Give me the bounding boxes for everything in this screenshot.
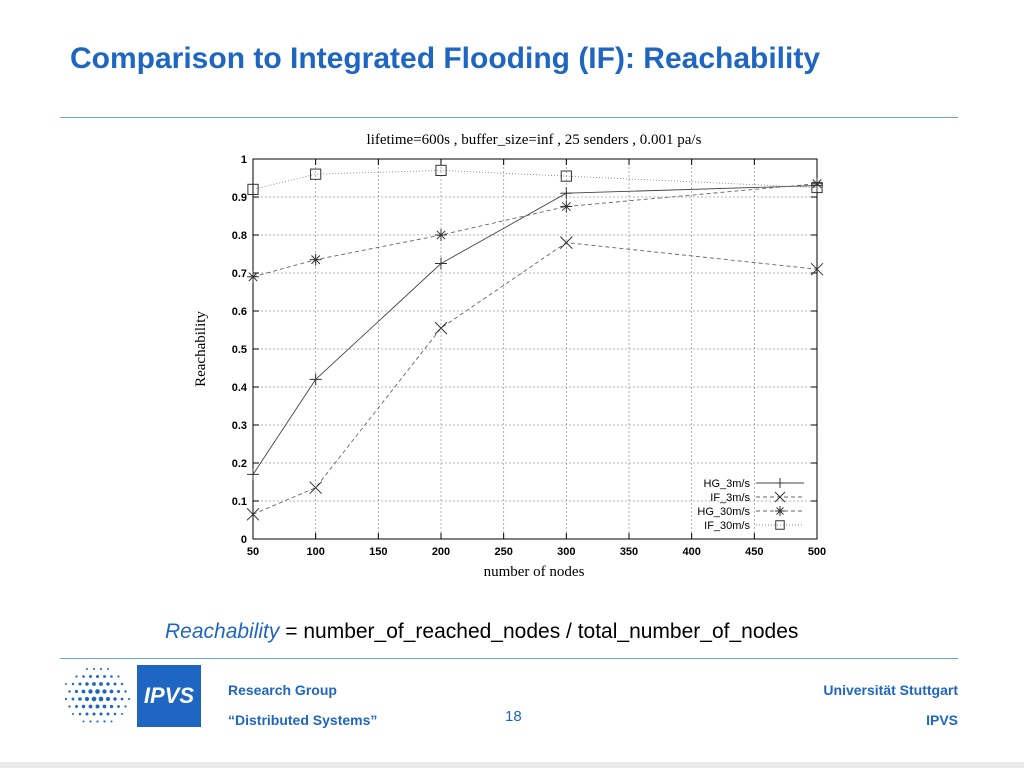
university-logo-icon	[64, 667, 131, 723]
legend-marker	[774, 491, 786, 503]
footer-institute: IPVS	[926, 712, 958, 728]
reachability-formula: Reachability = number_of_reached_nodes /…	[165, 620, 798, 644]
y-tick-label: 0.5	[232, 344, 247, 356]
data-point-1	[559, 236, 573, 249]
y-tick-label: 0.6	[232, 306, 247, 318]
title-divider	[60, 117, 958, 118]
series-line-1	[252, 242, 818, 515]
x-tick-label: 250	[494, 546, 512, 558]
axis-ticks: 50 100 150 200 250 300 350 400 450 500 0 0.1 0.2 0.3 0…	[232, 154, 826, 558]
y-tick-label: 0.4	[232, 382, 248, 394]
footer-university: Universität Stuttgart	[823, 682, 958, 698]
y-tick-label: 0.8	[232, 230, 247, 242]
footer-group-name: “Distributed Systems”	[228, 712, 378, 728]
data-point-2	[435, 229, 447, 241]
data-point-3	[247, 183, 259, 196]
data-point-1	[810, 262, 824, 276]
formula-term: Reachability	[165, 620, 280, 643]
data-point-2	[309, 253, 322, 266]
data-point-1	[434, 321, 448, 335]
data-point-3	[435, 164, 447, 177]
chart-grid	[253, 159, 817, 539]
data-point-3	[310, 168, 322, 180]
y-tick-label: 0.7	[232, 268, 247, 280]
series-layer	[246, 164, 824, 521]
formula-definition: = number_of_reached_nodes / total_number…	[279, 620, 799, 643]
legend-label: IF_3m/s	[710, 492, 750, 504]
footer-research-group: Research Group	[228, 682, 337, 698]
data-point-2	[247, 270, 259, 283]
x-tick-label: 350	[620, 546, 638, 558]
x-tick-label: 500	[808, 546, 826, 558]
y-tick-label: 0.1	[232, 496, 247, 508]
x-tick-label: 100	[306, 546, 324, 558]
bottom-strip	[0, 762, 1024, 768]
legend-label: HG_3m/s	[704, 478, 751, 490]
data-point-0	[435, 257, 447, 270]
x-tick-label: 450	[745, 546, 763, 558]
page-number: 18	[505, 708, 522, 725]
y-tick-label: 0	[241, 534, 247, 546]
data-point-3	[811, 181, 823, 194]
slide-title: Comparison to Integrated Flooding (IF): …	[70, 42, 821, 75]
chart-title: lifetime=600s , buffer_size=inf , 25 sen…	[367, 132, 702, 148]
series-line-3	[252, 169, 818, 190]
data-point-0	[309, 373, 322, 386]
y-tick-label: 1	[241, 154, 247, 166]
x-tick-label: 400	[682, 546, 700, 558]
x-tick-label: 200	[432, 546, 450, 558]
legend: HG_3m/s IF_3m/s HG_30m/s IF_30m/s	[697, 478, 804, 532]
legend-marker	[775, 520, 785, 530]
data-point-0	[560, 187, 573, 200]
data-point-2	[560, 200, 573, 213]
data-point-1	[246, 507, 260, 521]
data-point-2	[811, 177, 823, 190]
legend-marker	[775, 506, 785, 516]
legend-label: IF_30m/s	[704, 520, 750, 532]
legend-marker	[775, 478, 785, 488]
series-line-0	[252, 185, 818, 475]
footer-divider	[60, 658, 958, 659]
legend-label: HG_30m/s	[697, 506, 750, 518]
data-point-3	[560, 170, 572, 182]
x-tick-label: 300	[557, 546, 575, 558]
y-tick-label: 0.9	[232, 192, 247, 204]
data-point-0	[247, 468, 259, 481]
y-tick-label: 0.3	[232, 420, 247, 432]
y-axis-label: Reachability	[193, 311, 209, 387]
data-point-1	[309, 481, 323, 495]
series-line-2	[252, 183, 818, 278]
x-axis-label: number of nodes	[484, 564, 585, 580]
x-tick-label: 50	[247, 546, 259, 558]
x-tick-label: 150	[369, 546, 387, 558]
y-tick-label: 0.2	[232, 458, 247, 470]
ipvs-logo: IPVS	[137, 665, 201, 727]
